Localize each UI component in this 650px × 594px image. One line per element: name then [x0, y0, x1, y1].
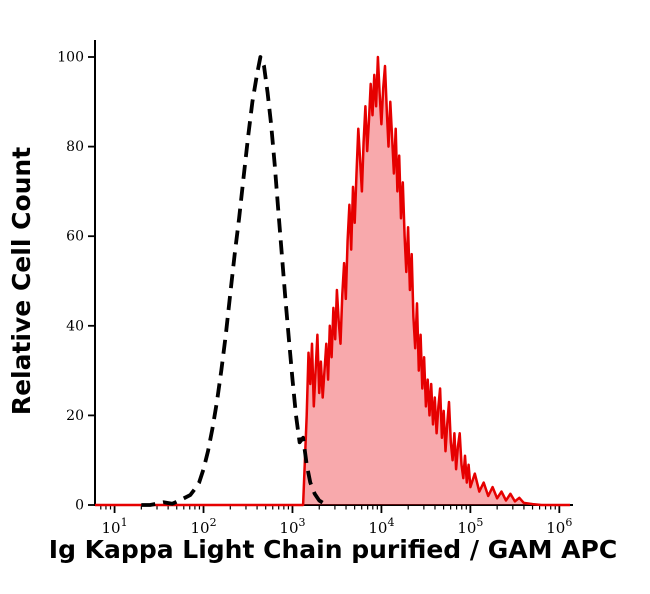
x-axis-title: Ig Kappa Light Chain purified / GAM APC	[49, 535, 617, 564]
kappa-stained-positive-line	[95, 55, 570, 507]
plot-area: 0 20 40 60 80 100 101 102 103 104 105 106	[57, 40, 573, 537]
y-tick-label: 0	[75, 498, 84, 514]
x-tick-label: 101	[102, 516, 128, 537]
y-tick-label: 20	[66, 408, 84, 424]
x-tick-label: 104	[368, 516, 394, 537]
y-tick-label: 60	[66, 229, 84, 245]
y-tick-label: 80	[66, 139, 84, 155]
negative-control-line	[141, 55, 328, 507]
y-axis-title: Relative Cell Count	[7, 147, 36, 415]
x-tick-label: 106	[546, 516, 572, 537]
kappa-stained-positive-fill	[95, 57, 570, 505]
y-tick-label: 40	[66, 318, 84, 334]
x-tick-label: 105	[457, 516, 483, 537]
y-tick-label: 100	[57, 50, 84, 66]
x-tick-label: 102	[190, 516, 216, 537]
x-tick-label: 103	[279, 516, 305, 537]
